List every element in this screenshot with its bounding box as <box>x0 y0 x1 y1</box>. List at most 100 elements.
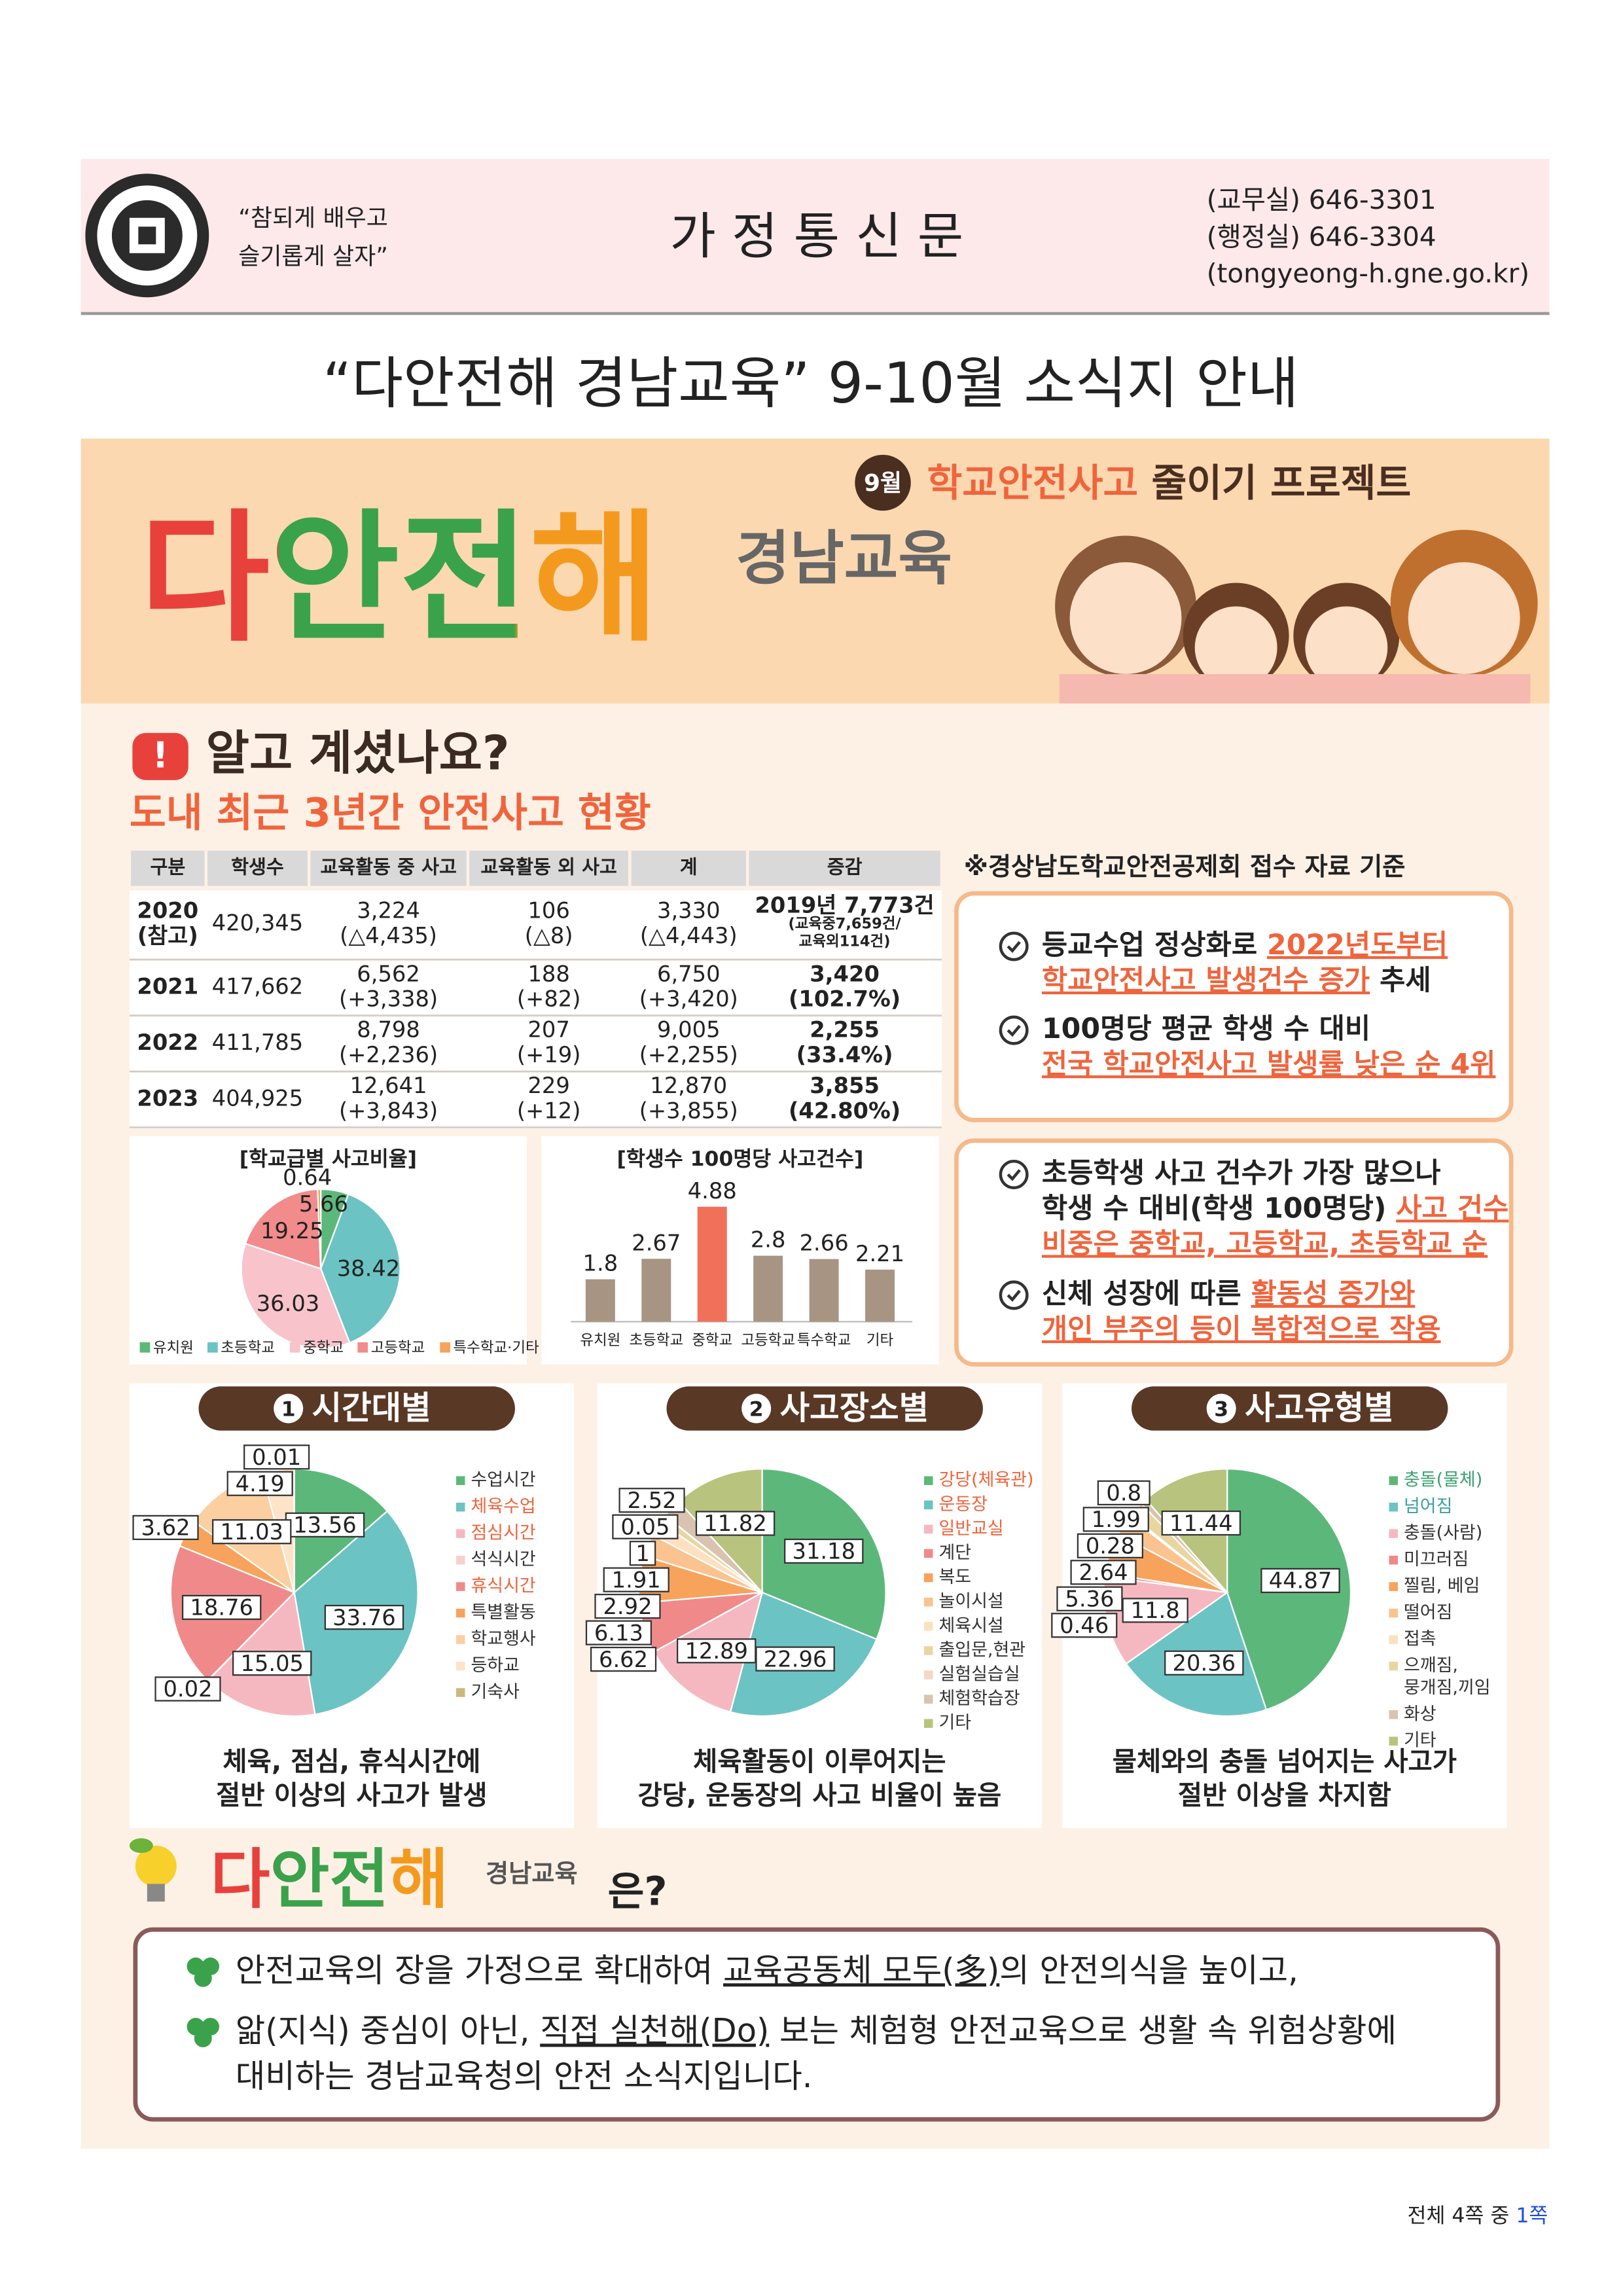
value-label-box <box>1164 1650 1244 1676</box>
text-line: 앎(지식) 중심이 아닌, 직접 실천해(Do) 보는 체험형 안전교육으로 생… <box>236 2011 1397 2049</box>
value-label-box <box>1260 1568 1340 1594</box>
logo-text: 다안전해 <box>140 497 660 661</box>
value-label-box <box>181 1594 262 1621</box>
table-header-cell <box>469 850 629 886</box>
chart-panel <box>541 1136 939 1365</box>
text-segment: 100명당 평균 학생 수 대비 <box>1042 1013 1370 1045</box>
table-header-cell <box>310 850 467 886</box>
legend-swatch <box>1389 1476 1398 1485</box>
legend-label: 충돌(물체) <box>1404 1470 1482 1490</box>
value-label: 22.96 <box>764 1646 827 1672</box>
table-row <box>129 1016 942 1070</box>
legend-label: 놀이시설 <box>938 1591 1003 1611</box>
value-label: 6.13 <box>594 1620 643 1645</box>
table-cell: 229 <box>527 1073 569 1098</box>
value-label-box <box>1070 1560 1137 1585</box>
value-label: 3.62 <box>141 1515 190 1541</box>
section-title: 시간대별 <box>312 1389 431 1427</box>
value-label: 1.8 <box>583 1251 618 1276</box>
legend-label: 기타 <box>938 1713 971 1733</box>
legend-swatch <box>1389 1502 1398 1512</box>
value-label-box <box>629 1541 656 1566</box>
value-label-box <box>1056 1586 1123 1611</box>
month-badge <box>855 454 911 511</box>
check-icon <box>1007 1169 1021 1181</box>
legend-label: 체험학습장 <box>938 1689 1020 1709</box>
x-tick-label: 기타 <box>866 1332 894 1349</box>
legend-label: 체육수업 <box>471 1496 535 1516</box>
value-label: 0.02 <box>163 1676 212 1702</box>
table-cell: 12,870 <box>650 1073 727 1098</box>
legend-label: 기타 <box>1404 1731 1436 1751</box>
section-title: 사고장소별 <box>780 1389 929 1427</box>
legend-label: 복도 <box>938 1567 971 1587</box>
legend-swatch <box>924 1719 933 1728</box>
section-number: 2 <box>749 1397 764 1421</box>
table-cell: 404,925 <box>212 1085 303 1111</box>
table-cell: (△4,443) <box>640 923 738 948</box>
legend-swatch <box>1389 1555 1398 1565</box>
text-segment: 안전교육의 장을 가정으로 확대하여 <box>236 1951 723 1989</box>
table-cell: 2019년 7,773건 <box>755 893 934 918</box>
value-label-box <box>585 1620 652 1645</box>
legend-swatch <box>456 1688 465 1697</box>
value-label: 4.88 <box>688 1178 737 1204</box>
value-label: 18.76 <box>190 1595 253 1621</box>
value-label-box <box>1077 1533 1143 1558</box>
table-row <box>129 890 942 958</box>
bar <box>753 1255 783 1322</box>
contact: (tongyeong-h.gne.go.kr) <box>1207 258 1529 289</box>
table-cell: 9,005 <box>657 1017 721 1043</box>
legend-label: 일반교실 <box>938 1518 1003 1539</box>
legend-label: 실험실습실 <box>938 1664 1020 1685</box>
table-cell: 411,785 <box>212 1030 303 1055</box>
legend-label: 석식시간 <box>471 1549 535 1570</box>
text-segment: 비중은 중학교, 고등학교, 초등학교 순 <box>1042 1227 1488 1260</box>
value-label: 2.21 <box>855 1241 904 1266</box>
value-label-box <box>1082 1507 1149 1532</box>
value-label: 2.52 <box>628 1488 677 1513</box>
text-line: 개인 부주의 등이 복합적으로 작용 <box>1042 1312 1441 1345</box>
summary-box <box>954 1138 1514 1367</box>
value-label: 36.03 <box>257 1291 320 1316</box>
value-label-box <box>324 1604 404 1630</box>
legend-label: 유치원 <box>153 1339 194 1356</box>
text-segment: 전체 4쪽 중 <box>1408 2204 1516 2228</box>
value-label: 0.46 <box>1060 1613 1109 1638</box>
caption: 체육활동이 이루어지는 <box>693 1746 946 1777</box>
source-note: ※경상남도학교안전공제회 접수 자료 기준 <box>964 853 1406 882</box>
logo-subtext: 경남교육 <box>736 525 952 593</box>
legend-swatch <box>1389 1608 1398 1618</box>
table-header: 학생수 <box>231 856 284 878</box>
number-badge <box>274 1393 304 1424</box>
kids-illustration <box>1055 529 1538 704</box>
pie-slice <box>319 1193 401 1344</box>
legend-swatch <box>924 1573 933 1583</box>
legend-label: 접촉 <box>1404 1629 1436 1649</box>
legend-swatch <box>924 1622 933 1631</box>
legend-swatch <box>924 1670 933 1679</box>
text-segment: 사고 건수 <box>1396 1192 1508 1225</box>
value-label-box <box>677 1638 757 1664</box>
table-cell: (+2,255) <box>639 1042 738 1067</box>
value-label-box <box>612 1514 679 1539</box>
table-cell: (참고) <box>137 923 198 948</box>
x-tick-label: 유치원 <box>580 1332 620 1349</box>
text-segment: 신체 성장에 따른 <box>1042 1277 1251 1310</box>
legend-label: 특별활동 <box>471 1602 535 1623</box>
section-pill <box>1132 1386 1448 1431</box>
bar <box>809 1259 839 1322</box>
legend-label: 뭉개짐,끼임 <box>1404 1677 1491 1698</box>
legend-label: 기숙사 <box>471 1682 520 1702</box>
text-line: 비중은 중학교, 고등학교, 초등학교 순 <box>1042 1227 1488 1260</box>
text-line: 초등학생 사고 건수가 가장 많으나 <box>1042 1157 1441 1189</box>
pie-slice <box>317 1188 322 1269</box>
legend-swatch <box>456 1555 465 1565</box>
value-label: 11.44 <box>1169 1511 1233 1536</box>
legend-swatch <box>924 1597 933 1607</box>
text-segment: 1쪽 <box>1516 2204 1548 2228</box>
motto: “참되게 배우고 <box>238 205 388 232</box>
legend-label: 충돌(사람) <box>1404 1523 1482 1543</box>
value-label: 20.36 <box>1173 1651 1236 1676</box>
